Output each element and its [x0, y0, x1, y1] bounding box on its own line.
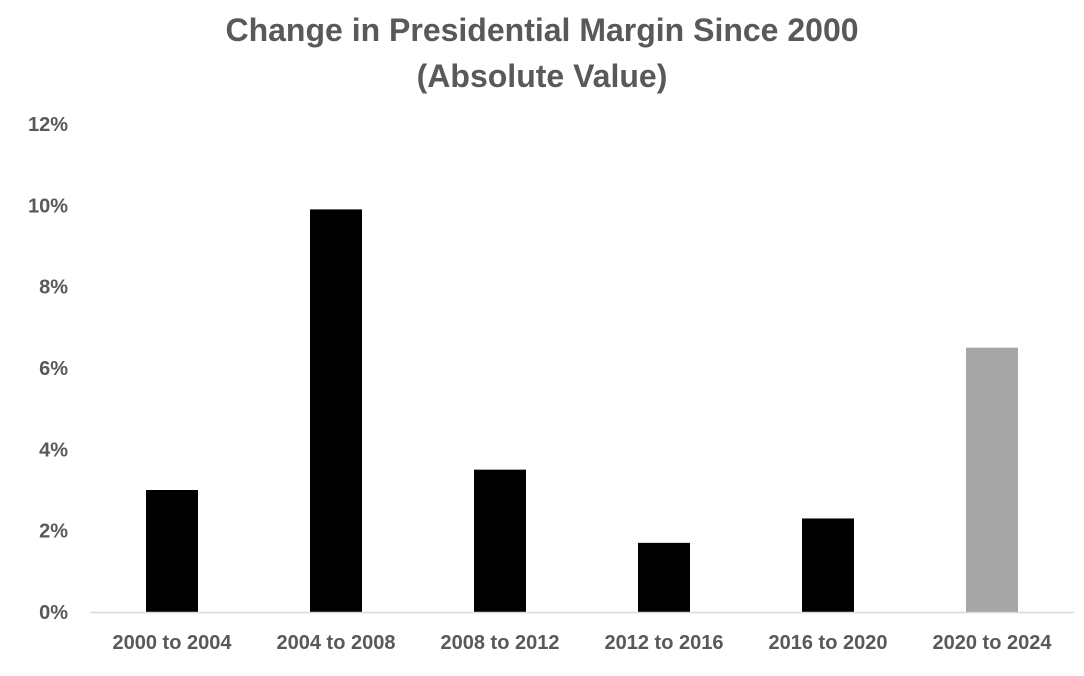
- x-tick-label: 2000 to 2004: [113, 632, 233, 654]
- chart-title: Change in Presidential Margin Since 2000: [225, 12, 859, 48]
- x-tick-label: 2008 to 2012: [441, 632, 560, 654]
- x-tick-label: 2004 to 2008: [277, 632, 396, 654]
- x-tick-label: 2020 to 2024: [933, 632, 1053, 654]
- x-tick-label: 2016 to 2020: [769, 632, 888, 654]
- x-tick-label: 2012 to 2016: [605, 632, 724, 654]
- bar-series: [146, 209, 1018, 612]
- y-tick-label: 2%: [39, 521, 68, 543]
- bar: [474, 469, 526, 612]
- bar: [310, 209, 362, 612]
- bar: [146, 490, 198, 612]
- y-tick-label: 8%: [39, 277, 68, 299]
- bar: [802, 518, 854, 612]
- y-tick-label: 0%: [39, 602, 68, 624]
- y-tick-label: 6%: [39, 358, 68, 380]
- chart-subtitle: (Absolute Value): [416, 58, 668, 94]
- y-axis: 0% 2% 4% 6% 8% 10% 12%: [28, 114, 68, 624]
- bar: [966, 347, 1018, 612]
- bar: [638, 542, 690, 612]
- y-tick-label: 12%: [28, 114, 68, 136]
- x-axis: 2000 to 2004 2004 to 2008 2008 to 2012 2012…: [113, 632, 1053, 654]
- y-tick-label: 10%: [28, 195, 68, 217]
- y-tick-label: 4%: [39, 439, 68, 461]
